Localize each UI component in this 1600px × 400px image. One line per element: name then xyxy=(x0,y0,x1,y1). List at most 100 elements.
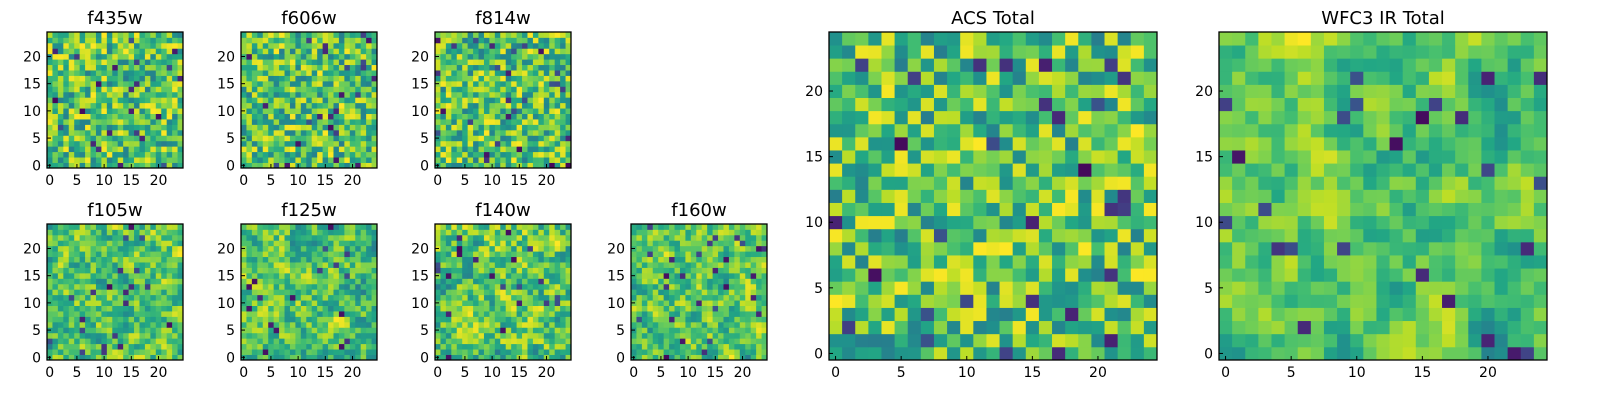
heatmap-cell xyxy=(338,151,345,158)
heatmap-cell xyxy=(842,346,856,361)
heatmap-cell xyxy=(366,311,372,317)
heatmap-cell xyxy=(947,123,961,138)
heatmap-cell xyxy=(366,113,372,120)
heatmap-cell xyxy=(565,316,572,323)
heatmap-cell xyxy=(117,305,124,312)
heatmap-cell xyxy=(543,316,550,323)
heatmap-cell xyxy=(462,53,469,60)
heatmap-cell xyxy=(349,37,356,44)
heatmap-cell xyxy=(338,59,345,66)
heatmap-cell xyxy=(560,321,566,328)
heatmap-cell xyxy=(279,135,285,142)
heatmap-cell xyxy=(85,234,91,241)
heatmap-cell xyxy=(701,300,708,306)
heatmap-cell xyxy=(328,80,334,87)
heatmap-cell xyxy=(881,136,895,151)
heatmap-cell xyxy=(150,32,157,38)
heatmap-cell xyxy=(947,189,961,203)
heatmap-cell xyxy=(47,64,53,71)
heatmap-cell xyxy=(674,321,681,328)
heatmap-cell xyxy=(79,240,86,247)
heatmap-cell xyxy=(371,151,378,158)
heatmap-cell xyxy=(440,48,447,55)
heatmap-cell xyxy=(631,294,637,301)
heatmap-cell xyxy=(262,321,269,328)
heatmap-cell xyxy=(117,113,124,120)
heatmap-cell xyxy=(440,70,447,76)
heatmap-cell xyxy=(311,124,318,131)
heatmap-cell xyxy=(494,311,501,317)
heatmap-cell xyxy=(123,80,129,87)
heatmap-cell xyxy=(1025,320,1040,335)
heatmap-cell xyxy=(685,343,692,350)
heatmap-cell xyxy=(647,338,654,345)
heatmap-cell xyxy=(522,229,528,236)
heatmap-cell xyxy=(366,349,372,355)
heatmap-cell xyxy=(101,102,108,109)
plot-frame xyxy=(46,223,184,361)
heatmap-cell xyxy=(451,354,458,361)
heatmap-cell xyxy=(101,300,108,306)
heatmap-cell xyxy=(79,229,86,236)
heatmap-cell xyxy=(268,327,275,334)
heatmap-cell xyxy=(456,113,463,120)
heatmap-cell xyxy=(527,316,534,323)
heatmap-cell xyxy=(543,146,550,153)
heatmap-cell xyxy=(166,42,173,49)
heatmap-cell xyxy=(658,278,665,285)
heatmap-cell xyxy=(241,113,247,120)
heatmap-cell xyxy=(500,256,507,263)
heatmap-cell xyxy=(478,151,485,158)
heatmap-cell xyxy=(101,267,108,274)
heatmap-cell xyxy=(532,289,539,296)
heatmap-cell xyxy=(349,32,356,38)
heatmap-cell xyxy=(522,278,528,285)
heatmap-cell xyxy=(478,80,485,87)
heatmap-cell xyxy=(112,316,119,323)
heatmap-cell xyxy=(658,305,665,312)
heatmap-cell xyxy=(1025,202,1040,217)
heatmap-cell xyxy=(338,53,345,60)
heatmap-cell xyxy=(549,53,556,60)
heatmap-cell xyxy=(679,321,686,328)
heatmap-cell xyxy=(1143,294,1158,308)
heatmap-cell xyxy=(63,240,70,247)
heatmap-cell xyxy=(74,129,81,136)
heatmap-cell xyxy=(1012,255,1027,269)
heatmap-cell xyxy=(284,332,291,339)
heatmap-cell xyxy=(456,124,463,131)
heatmap-cell xyxy=(366,354,372,361)
heatmap-cell xyxy=(90,338,97,345)
heatmap-cell xyxy=(172,151,178,158)
heatmap-cell xyxy=(894,176,909,190)
heatmap-cell xyxy=(549,300,556,306)
heatmap-cell xyxy=(74,151,81,158)
heatmap-cell xyxy=(257,42,264,49)
heatmap-cell xyxy=(85,75,91,82)
heatmap-cell xyxy=(999,268,1014,282)
heatmap-cell xyxy=(451,294,458,301)
heatmap-cell xyxy=(728,272,735,279)
heatmap-cell xyxy=(728,224,735,230)
heatmap-cell xyxy=(333,129,340,136)
heatmap-cell xyxy=(112,305,119,312)
heatmap-cell xyxy=(440,135,447,142)
heatmap-cell xyxy=(139,75,146,82)
heatmap-cell xyxy=(516,229,523,236)
heatmap-cell xyxy=(344,32,351,38)
heatmap-cell xyxy=(543,267,550,274)
heatmap-cell xyxy=(728,321,735,328)
heatmap-cell xyxy=(489,343,496,350)
heatmap-cell xyxy=(333,338,340,345)
heatmap-cell xyxy=(451,349,458,355)
heatmap-cell xyxy=(300,80,307,87)
heatmap-cell xyxy=(344,157,351,163)
heatmap-cell xyxy=(360,251,367,258)
y-tick-label: 0 xyxy=(32,158,41,174)
heatmap-cell xyxy=(279,129,285,136)
heatmap-cell xyxy=(150,262,157,268)
heatmap-cell xyxy=(251,327,258,334)
heatmap-cell xyxy=(723,251,730,258)
heatmap-cell xyxy=(317,229,323,236)
heatmap-cell xyxy=(123,234,129,241)
